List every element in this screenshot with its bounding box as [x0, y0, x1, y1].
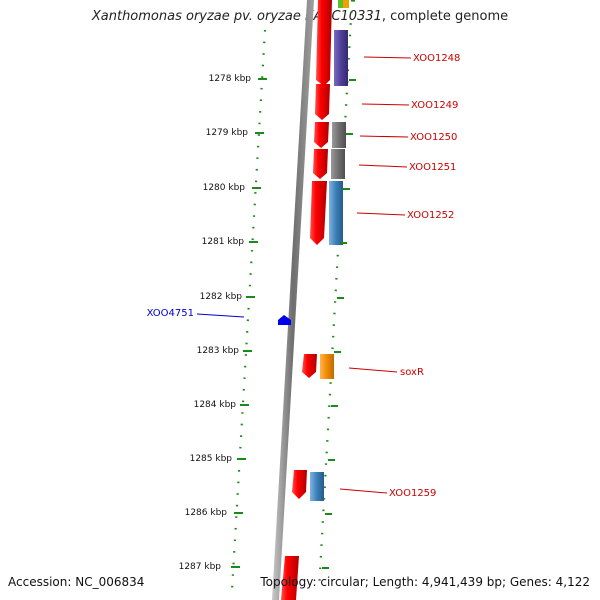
ruler-label-1282: 1282 kbp — [200, 292, 243, 302]
ruler-label-1287: 1287 kbp — [179, 562, 222, 572]
gene-partial-top-orange — [343, 0, 349, 8]
title-suffix: , complete genome — [381, 9, 509, 24]
ruler-label-1281: 1281 kbp — [202, 237, 245, 247]
gene-soxr-forward — [302, 354, 317, 378]
gene-label-xoo4751[interactable]: XOO4751 — [147, 308, 194, 319]
gene-xoo1248 — [316, 0, 332, 86]
gene-label-soxr[interactable]: soxR — [400, 367, 424, 378]
genome-summary: Topology: circular; Length: 4,941,439 bp… — [260, 575, 590, 589]
leader-xoo1251 — [358, 164, 408, 168]
gene-xoo1252 — [310, 181, 327, 245]
gene-label-xoo1250[interactable]: XOO1250 — [410, 132, 457, 143]
cog-block-xoo1251 — [331, 149, 345, 179]
gene-partial-top-green — [338, 0, 343, 8]
cog-category-ring — [310, 30, 348, 501]
cog-block-xoo1248 — [334, 30, 348, 86]
cog-block-xoo1252 — [329, 181, 343, 245]
ruler-label-1286: 1286 kbp — [185, 508, 228, 518]
accession-label: Accession: NC_006834 — [8, 575, 145, 589]
ruler-label-1280: 1280 kbp — [203, 183, 246, 193]
forward-strand-genes — [281, 0, 332, 600]
cog-block-soxr — [320, 354, 334, 379]
ruler-label-1278: 1278 kbp — [209, 74, 252, 84]
gene-xoo1249 — [315, 84, 330, 120]
ruler-label-1285: 1285 kbp — [190, 454, 233, 464]
ruler-label-1284: 1284 kbp — [194, 400, 237, 410]
leader-soxr — [348, 367, 398, 373]
ruler-label-1283: 1283 kbp — [197, 346, 240, 356]
gene-label-leaders — [196, 56, 412, 494]
outer-ring-ticks — [322, 79, 356, 569]
leader-xoo1252 — [356, 212, 406, 216]
gene-label-xoo1248[interactable]: XOO1248 — [413, 53, 460, 64]
ruler-label-1279: 1279 kbp — [206, 128, 249, 138]
cog-block-xoo1250 — [332, 122, 346, 148]
gene-xoo1259-forward — [292, 470, 307, 499]
leader-xoo4751 — [196, 313, 245, 318]
gene-labels: XOO1248 XOO1249 XOO1250 XOO1251 XOO1252 … — [147, 53, 461, 499]
gene-label-xoo1252[interactable]: XOO1252 — [407, 210, 454, 221]
genome-backbone — [272, 0, 314, 600]
inner-scale-arc — [230, 29, 267, 591]
gene-xoo1250 — [314, 122, 329, 148]
leader-xoo1249 — [361, 103, 410, 106]
position-ruler: 1278 kbp 1279 kbp 1280 kbp 1281 kbp 1282… — [179, 74, 267, 572]
leader-xoo1250 — [359, 135, 409, 138]
scale-guides — [230, 0, 356, 591]
gene-xoo1251 — [313, 149, 328, 179]
leader-xoo1248 — [363, 56, 412, 59]
gene-xoo4751-reverse — [278, 315, 291, 325]
gene-label-xoo1249[interactable]: XOO1249 — [411, 100, 458, 111]
gene-label-xoo1251[interactable]: XOO1251 — [409, 162, 456, 173]
gene-bottom-forward — [281, 556, 299, 600]
gene-label-xoo1259[interactable]: XOO1259 — [389, 488, 436, 499]
leader-xoo1259 — [339, 488, 388, 494]
cog-block-xoo1259 — [310, 472, 324, 501]
outer-scale-arc-top — [351, 0, 356, 11]
